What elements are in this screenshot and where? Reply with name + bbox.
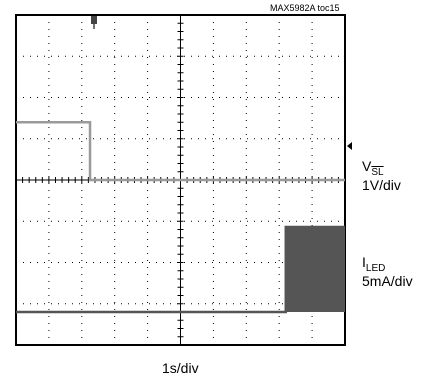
iled-pwm-band xyxy=(285,227,345,312)
iled-trace xyxy=(16,225,345,314)
traces xyxy=(16,121,345,314)
vsl-channel-label: VSL xyxy=(362,158,384,178)
time-scale-label: 1s/div xyxy=(162,360,199,376)
iled-scale-label: 5mA/div xyxy=(362,273,413,289)
iled-channel-subscript: LED xyxy=(365,263,386,274)
trigger-marker-icon xyxy=(91,16,97,29)
vsl-channel-name: V xyxy=(362,158,372,174)
trigger-level-arrow-icon xyxy=(347,142,352,150)
figure-id: MAX5982A toc15 xyxy=(270,3,340,13)
vsl-channel-subscript: SL xyxy=(371,167,384,178)
iled-channel-name: I xyxy=(362,254,366,270)
vsl-trace xyxy=(16,121,345,182)
iled-channel-label: ILED xyxy=(362,254,386,274)
vsl-scale-label: 1V/div xyxy=(362,177,401,193)
